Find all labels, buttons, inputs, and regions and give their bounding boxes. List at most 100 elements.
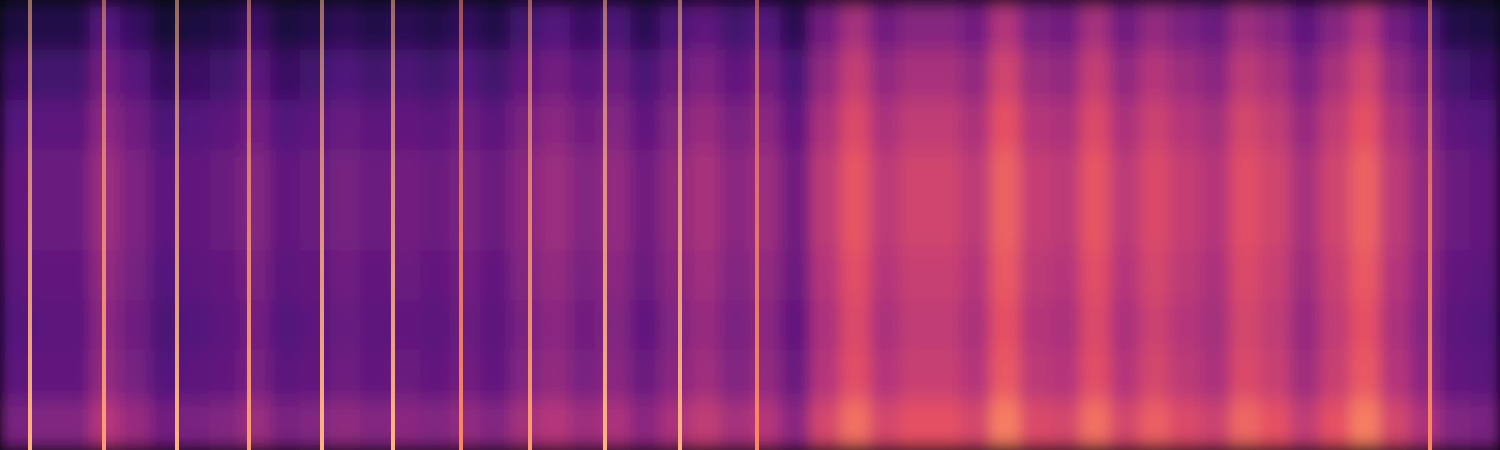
cell	[300, 200, 331, 251]
transient	[175, 0, 179, 450]
cell	[1020, 0, 1051, 51]
cell	[300, 50, 331, 101]
cell	[270, 200, 301, 251]
cell	[1230, 50, 1261, 101]
cell	[810, 250, 841, 301]
cell	[1470, 350, 1500, 401]
cell	[450, 200, 481, 251]
cell	[60, 100, 91, 151]
cell	[300, 350, 331, 401]
cell	[0, 50, 31, 101]
cell	[1350, 350, 1381, 401]
cell	[1410, 0, 1441, 51]
cell	[930, 0, 961, 51]
cell	[990, 300, 1021, 351]
cell	[1140, 350, 1171, 401]
cell	[1110, 250, 1141, 301]
cell	[1020, 100, 1051, 151]
cell	[810, 100, 841, 151]
cell	[780, 50, 811, 101]
cell	[900, 350, 931, 401]
cell	[570, 150, 601, 201]
cell	[120, 150, 151, 201]
cell	[1050, 300, 1081, 351]
cell	[1140, 250, 1171, 301]
cell	[990, 100, 1021, 151]
cell	[570, 0, 601, 51]
cell	[780, 100, 811, 151]
cell	[870, 250, 901, 301]
cell	[1410, 400, 1441, 450]
cell	[1320, 350, 1351, 401]
cell	[660, 300, 691, 351]
cell	[1230, 100, 1261, 151]
cell	[510, 350, 541, 401]
cell	[720, 350, 751, 401]
cell	[1320, 200, 1351, 251]
cell	[450, 250, 481, 301]
cell	[1140, 50, 1171, 101]
cell	[540, 0, 571, 51]
cell	[750, 150, 781, 201]
cell	[690, 300, 721, 351]
cell	[1050, 150, 1081, 201]
cell	[540, 150, 571, 201]
cell	[300, 250, 331, 301]
cell	[660, 100, 691, 151]
cell	[1230, 150, 1261, 201]
cell	[870, 300, 901, 351]
cell	[1110, 300, 1141, 351]
transient	[320, 0, 324, 450]
cell	[1350, 0, 1381, 51]
cell	[240, 400, 271, 450]
cell	[630, 250, 661, 301]
cell	[690, 350, 721, 401]
cell	[810, 50, 841, 101]
cell	[240, 350, 271, 401]
cell	[0, 400, 31, 450]
cell	[1080, 250, 1111, 301]
cell	[870, 150, 901, 201]
cell	[30, 350, 61, 401]
cell	[1440, 300, 1471, 351]
cell	[120, 400, 151, 450]
cell	[1290, 100, 1321, 151]
cell	[930, 150, 961, 201]
cell	[1410, 300, 1441, 351]
cell	[570, 200, 601, 251]
cell	[300, 0, 331, 51]
cell	[480, 400, 511, 450]
cell	[780, 300, 811, 351]
cell	[780, 250, 811, 301]
cell	[510, 200, 541, 251]
cell	[1260, 0, 1291, 51]
cell	[240, 250, 271, 301]
cell	[120, 250, 151, 301]
cell	[210, 350, 241, 401]
cell	[1200, 200, 1231, 251]
cell	[1020, 200, 1051, 251]
cell	[570, 250, 601, 301]
cell	[720, 400, 751, 450]
cell	[840, 150, 871, 201]
cell	[1260, 350, 1291, 401]
cell	[870, 200, 901, 251]
cell	[330, 50, 361, 101]
cell	[420, 100, 451, 151]
cell	[930, 50, 961, 101]
cell	[360, 400, 391, 450]
cell	[1170, 100, 1201, 151]
cell	[210, 100, 241, 151]
cell	[780, 0, 811, 51]
cell	[1410, 100, 1441, 151]
cell	[960, 0, 991, 51]
cell	[1050, 0, 1081, 51]
transient	[528, 0, 532, 450]
cell	[690, 200, 721, 251]
cell	[1320, 100, 1351, 151]
cell	[540, 300, 571, 351]
cell	[630, 400, 661, 450]
cell	[900, 200, 931, 251]
cell	[960, 300, 991, 351]
cell	[180, 300, 211, 351]
